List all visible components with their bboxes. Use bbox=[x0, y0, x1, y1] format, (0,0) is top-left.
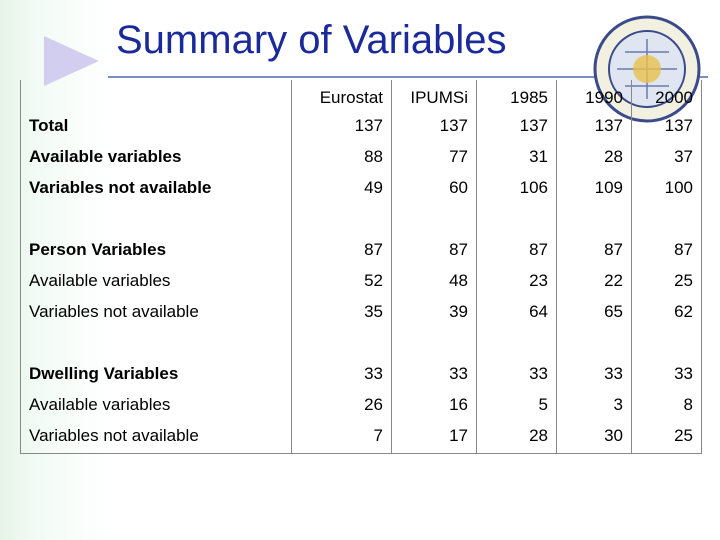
table-value: 52 bbox=[364, 271, 383, 290]
table-value: 106 bbox=[519, 178, 548, 197]
table-value: 77 bbox=[449, 147, 468, 166]
column-line bbox=[291, 80, 292, 453]
column-line bbox=[631, 80, 632, 453]
table-value: 137 bbox=[664, 116, 693, 135]
header-cell: 1990 bbox=[585, 88, 623, 107]
table-value: 87 bbox=[674, 240, 693, 259]
data-table: Eurostat IPUMSi 1985 1990 2000 Total 137 137 137… bbox=[20, 80, 702, 454]
logo bbox=[593, 15, 701, 123]
header-cell: Eurostat bbox=[319, 88, 383, 107]
table-value: 25 bbox=[674, 271, 693, 290]
slide-title: Summary of Variables bbox=[116, 18, 507, 62]
table-value: 39 bbox=[449, 302, 468, 321]
table-value: 62 bbox=[674, 302, 693, 321]
row-label: Variables not available bbox=[29, 178, 212, 197]
table-value: 33 bbox=[364, 364, 383, 383]
table-value: 48 bbox=[449, 271, 468, 290]
table-value: 87 bbox=[604, 240, 623, 259]
table-value: 109 bbox=[594, 178, 623, 197]
table-value: 3 bbox=[613, 395, 623, 414]
table-value: 17 bbox=[449, 426, 468, 445]
header-cell: IPUMSi bbox=[410, 88, 468, 107]
table-value: 137 bbox=[354, 116, 383, 135]
table-value: 49 bbox=[364, 178, 383, 197]
row-label: Variables not available bbox=[29, 302, 199, 321]
header-cell: 1985 bbox=[510, 88, 548, 107]
table-value: 28 bbox=[529, 426, 548, 445]
table-value: 25 bbox=[674, 426, 693, 445]
table-value: 16 bbox=[449, 395, 468, 414]
row-label: Dwelling Variables bbox=[29, 364, 179, 383]
table-value: 64 bbox=[529, 302, 548, 321]
header-cell: 2000 bbox=[655, 88, 693, 107]
table-value: 8 bbox=[683, 395, 693, 414]
row-label: Available variables bbox=[29, 147, 182, 166]
table-value: 37 bbox=[674, 147, 693, 166]
table-value: 31 bbox=[529, 147, 548, 166]
table-value: 23 bbox=[529, 271, 548, 290]
column-line bbox=[391, 80, 392, 453]
decor-arrow bbox=[44, 36, 99, 86]
table-value: 33 bbox=[674, 364, 693, 383]
table-value: 88 bbox=[364, 147, 383, 166]
row-label: Variables not available bbox=[29, 426, 199, 445]
table-value: 26 bbox=[364, 395, 383, 414]
table-value: 87 bbox=[364, 240, 383, 259]
table-value: 87 bbox=[449, 240, 468, 259]
table-value: 60 bbox=[449, 178, 468, 197]
row-label: Available variables bbox=[29, 271, 171, 290]
title-rule bbox=[108, 76, 708, 78]
row-label: Available variables bbox=[29, 395, 171, 414]
table-value: 35 bbox=[364, 302, 383, 321]
table-value: 5 bbox=[538, 395, 548, 414]
table-value: 87 bbox=[529, 240, 548, 259]
table-value: 33 bbox=[529, 364, 548, 383]
table-value: 137 bbox=[519, 116, 548, 135]
table-value: 28 bbox=[604, 147, 623, 166]
table-value: 33 bbox=[604, 364, 623, 383]
table-value: 137 bbox=[439, 116, 468, 135]
row-label: Total bbox=[29, 116, 69, 135]
table-value: 33 bbox=[449, 364, 468, 383]
table-value: 137 bbox=[594, 116, 623, 135]
table-value: 30 bbox=[604, 426, 623, 445]
table-value: 7 bbox=[373, 426, 383, 445]
row-label: Person Variables bbox=[29, 240, 167, 259]
table-value: 65 bbox=[604, 302, 623, 321]
column-line bbox=[556, 80, 557, 453]
table-value: 22 bbox=[604, 271, 623, 290]
column-line bbox=[476, 80, 477, 453]
table-value: 100 bbox=[664, 178, 693, 197]
